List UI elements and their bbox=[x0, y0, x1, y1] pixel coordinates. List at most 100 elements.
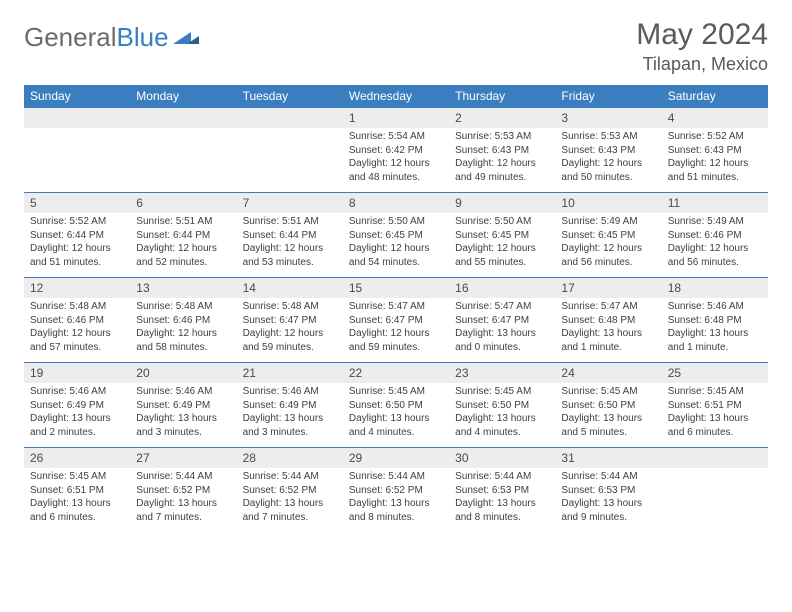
dayname: Friday bbox=[555, 85, 661, 107]
daylight-line: Daylight: 12 hours and 55 minutes. bbox=[455, 242, 549, 269]
sunrise-line: Sunrise: 5:45 AM bbox=[668, 385, 762, 399]
dayname: Tuesday bbox=[237, 85, 343, 107]
daylight-line: Daylight: 13 hours and 3 minutes. bbox=[243, 412, 337, 439]
sunrise-line: Sunrise: 5:52 AM bbox=[30, 215, 124, 229]
week-daynum-row: 12131415161718 bbox=[24, 277, 768, 298]
sunset-line: Sunset: 6:42 PM bbox=[349, 144, 443, 158]
day-details: Sunrise: 5:46 AMSunset: 6:49 PMDaylight:… bbox=[237, 383, 343, 447]
day-details: Sunrise: 5:49 AMSunset: 6:45 PMDaylight:… bbox=[555, 213, 661, 277]
day-number: 25 bbox=[662, 363, 768, 383]
sunset-line: Sunset: 6:48 PM bbox=[668, 314, 762, 328]
month-title: May 2024 bbox=[636, 18, 768, 52]
sunset-line: Sunset: 6:47 PM bbox=[455, 314, 549, 328]
day-number: 4 bbox=[662, 108, 768, 128]
dayname: Thursday bbox=[449, 85, 555, 107]
sunrise-line: Sunrise: 5:46 AM bbox=[136, 385, 230, 399]
day-details: Sunrise: 5:52 AMSunset: 6:44 PMDaylight:… bbox=[24, 213, 130, 277]
day-number: 27 bbox=[130, 448, 236, 468]
day-number: 3 bbox=[555, 108, 661, 128]
day-details: Sunrise: 5:46 AMSunset: 6:48 PMDaylight:… bbox=[662, 298, 768, 362]
title-block: May 2024 Tilapan, Mexico bbox=[636, 18, 768, 75]
daylight-line: Daylight: 12 hours and 49 minutes. bbox=[455, 157, 549, 184]
daylight-line: Daylight: 12 hours and 51 minutes. bbox=[30, 242, 124, 269]
day-details: Sunrise: 5:50 AMSunset: 6:45 PMDaylight:… bbox=[343, 213, 449, 277]
day-number: 15 bbox=[343, 278, 449, 298]
sunrise-line: Sunrise: 5:45 AM bbox=[561, 385, 655, 399]
daylight-line: Daylight: 13 hours and 3 minutes. bbox=[136, 412, 230, 439]
sunset-line: Sunset: 6:43 PM bbox=[455, 144, 549, 158]
day-details: Sunrise: 5:47 AMSunset: 6:47 PMDaylight:… bbox=[449, 298, 555, 362]
sunrise-line: Sunrise: 5:47 AM bbox=[455, 300, 549, 314]
week-daynum-row: 19202122232425 bbox=[24, 362, 768, 383]
day-details: Sunrise: 5:48 AMSunset: 6:46 PMDaylight:… bbox=[130, 298, 236, 362]
daylight-line: Daylight: 12 hours and 52 minutes. bbox=[136, 242, 230, 269]
day-number: 30 bbox=[449, 448, 555, 468]
sunset-line: Sunset: 6:49 PM bbox=[30, 399, 124, 413]
sunrise-line: Sunrise: 5:48 AM bbox=[136, 300, 230, 314]
logo-text-general: General bbox=[24, 22, 117, 53]
day-number bbox=[662, 448, 768, 468]
day-number bbox=[237, 108, 343, 128]
sunset-line: Sunset: 6:52 PM bbox=[243, 484, 337, 498]
sunset-line: Sunset: 6:53 PM bbox=[561, 484, 655, 498]
day-details: Sunrise: 5:44 AMSunset: 6:53 PMDaylight:… bbox=[555, 468, 661, 532]
sunrise-line: Sunrise: 5:51 AM bbox=[136, 215, 230, 229]
sunset-line: Sunset: 6:52 PM bbox=[349, 484, 443, 498]
day-number: 10 bbox=[555, 193, 661, 213]
sunset-line: Sunset: 6:49 PM bbox=[243, 399, 337, 413]
daylight-line: Daylight: 12 hours and 48 minutes. bbox=[349, 157, 443, 184]
daylight-line: Daylight: 12 hours and 56 minutes. bbox=[561, 242, 655, 269]
logo-text-blue: Blue bbox=[117, 22, 169, 53]
week-details-row: Sunrise: 5:52 AMSunset: 6:44 PMDaylight:… bbox=[24, 213, 768, 277]
sunrise-line: Sunrise: 5:51 AM bbox=[243, 215, 337, 229]
week-details-row: Sunrise: 5:48 AMSunset: 6:46 PMDaylight:… bbox=[24, 298, 768, 362]
daylight-line: Daylight: 13 hours and 8 minutes. bbox=[455, 497, 549, 524]
week-daynum-row: 1234 bbox=[24, 107, 768, 128]
day-details: Sunrise: 5:46 AMSunset: 6:49 PMDaylight:… bbox=[130, 383, 236, 447]
daylight-line: Daylight: 13 hours and 6 minutes. bbox=[668, 412, 762, 439]
day-number: 26 bbox=[24, 448, 130, 468]
sunset-line: Sunset: 6:46 PM bbox=[136, 314, 230, 328]
day-details: Sunrise: 5:53 AMSunset: 6:43 PMDaylight:… bbox=[555, 128, 661, 192]
daylight-line: Daylight: 13 hours and 7 minutes. bbox=[243, 497, 337, 524]
day-number: 1 bbox=[343, 108, 449, 128]
sunrise-line: Sunrise: 5:44 AM bbox=[136, 470, 230, 484]
sunrise-line: Sunrise: 5:44 AM bbox=[243, 470, 337, 484]
day-details: Sunrise: 5:52 AMSunset: 6:43 PMDaylight:… bbox=[662, 128, 768, 192]
sunset-line: Sunset: 6:44 PM bbox=[30, 229, 124, 243]
day-details bbox=[24, 128, 130, 192]
sunset-line: Sunset: 6:47 PM bbox=[243, 314, 337, 328]
sunrise-line: Sunrise: 5:48 AM bbox=[243, 300, 337, 314]
day-details: Sunrise: 5:47 AMSunset: 6:47 PMDaylight:… bbox=[343, 298, 449, 362]
dayname: Saturday bbox=[662, 85, 768, 107]
day-details: Sunrise: 5:48 AMSunset: 6:46 PMDaylight:… bbox=[24, 298, 130, 362]
daylight-line: Daylight: 13 hours and 5 minutes. bbox=[561, 412, 655, 439]
day-details: Sunrise: 5:45 AMSunset: 6:50 PMDaylight:… bbox=[343, 383, 449, 447]
logo-mark-icon bbox=[173, 22, 201, 53]
day-number: 19 bbox=[24, 363, 130, 383]
day-number bbox=[24, 108, 130, 128]
sunrise-line: Sunrise: 5:44 AM bbox=[349, 470, 443, 484]
day-number: 20 bbox=[130, 363, 236, 383]
sunrise-line: Sunrise: 5:45 AM bbox=[455, 385, 549, 399]
day-details bbox=[237, 128, 343, 192]
day-details: Sunrise: 5:48 AMSunset: 6:47 PMDaylight:… bbox=[237, 298, 343, 362]
sunset-line: Sunset: 6:48 PM bbox=[561, 314, 655, 328]
daylight-line: Daylight: 12 hours and 53 minutes. bbox=[243, 242, 337, 269]
sunset-line: Sunset: 6:51 PM bbox=[30, 484, 124, 498]
sunset-line: Sunset: 6:53 PM bbox=[455, 484, 549, 498]
daylight-line: Daylight: 13 hours and 4 minutes. bbox=[455, 412, 549, 439]
day-details: Sunrise: 5:45 AMSunset: 6:50 PMDaylight:… bbox=[449, 383, 555, 447]
day-details: Sunrise: 5:54 AMSunset: 6:42 PMDaylight:… bbox=[343, 128, 449, 192]
daylight-line: Daylight: 12 hours and 57 minutes. bbox=[30, 327, 124, 354]
sunset-line: Sunset: 6:44 PM bbox=[243, 229, 337, 243]
daylight-line: Daylight: 13 hours and 0 minutes. bbox=[455, 327, 549, 354]
day-number: 21 bbox=[237, 363, 343, 383]
day-details: Sunrise: 5:45 AMSunset: 6:51 PMDaylight:… bbox=[24, 468, 130, 532]
daylight-line: Daylight: 12 hours and 51 minutes. bbox=[668, 157, 762, 184]
day-number: 18 bbox=[662, 278, 768, 298]
sunrise-line: Sunrise: 5:50 AM bbox=[455, 215, 549, 229]
dayname: Monday bbox=[130, 85, 236, 107]
sunset-line: Sunset: 6:45 PM bbox=[349, 229, 443, 243]
sunset-line: Sunset: 6:50 PM bbox=[349, 399, 443, 413]
